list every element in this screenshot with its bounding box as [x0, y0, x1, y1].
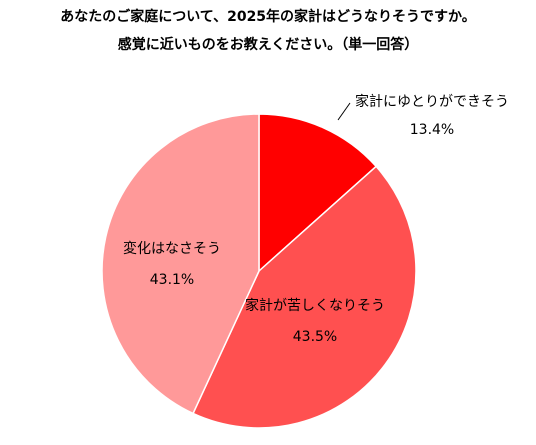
slice-value-label: 43.5% [293, 329, 337, 345]
leader-line [337, 102, 351, 121]
slice-value-label: 13.4% [410, 122, 454, 138]
chart-title: あなたのご家庭について、2025年の家計はどうなりそうですか。 [60, 8, 476, 25]
pie-slice [101, 113, 260, 415]
pie-slice [192, 165, 417, 429]
slice-label: 家計が苦しくなりそう [245, 297, 385, 314]
chart-subtitle: 感覚に近いものをお教えください。（単一回答） [118, 36, 419, 53]
slice-label: 家計にゆとりができそう [355, 93, 509, 110]
slice-label: 変化はなさそう [123, 240, 221, 257]
slice-value-label: 43.1% [150, 272, 194, 288]
pie-slice [258, 113, 378, 273]
